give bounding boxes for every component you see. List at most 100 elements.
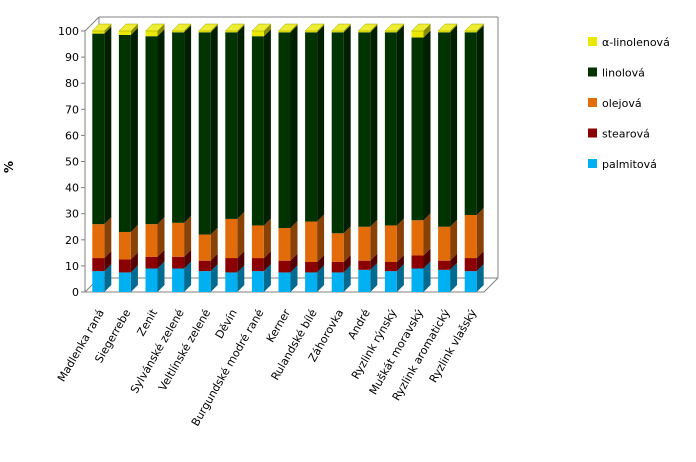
- bar-segment-side: [237, 211, 245, 259]
- bar-segment-side: [104, 26, 112, 225]
- y-axis-ticks: 0 10 20 30 40 50 60 70 80 90 100: [58, 25, 85, 299]
- legend-label: stearová: [602, 128, 650, 141]
- bar-segment: [358, 226, 371, 261]
- legend-label: α-linolenová: [602, 36, 670, 49]
- bar-segment: [145, 224, 158, 257]
- bar-segment-side: [237, 265, 245, 292]
- x-tick-label: André: [345, 307, 373, 342]
- floor-edge: [85, 277, 499, 293]
- bar-segment-side: [104, 24, 112, 34]
- bar-stack: [277, 23, 299, 292]
- bar-segment: [331, 261, 344, 273]
- bar-segment: [118, 34, 131, 232]
- bar-segment-side: [237, 25, 245, 219]
- bar-segment-side: [423, 248, 431, 269]
- bar-stack: [198, 23, 219, 292]
- bar-segment: [438, 226, 451, 261]
- bar-segment: [118, 231, 131, 260]
- bar-stack: [331, 23, 352, 292]
- bar-segment: [438, 32, 451, 227]
- bar-segment: [251, 225, 264, 259]
- bar-segment: [411, 31, 424, 38]
- bar-segment: [384, 31, 397, 33]
- bar-segment-side: [157, 217, 165, 257]
- bar-segment: [384, 225, 397, 262]
- bar-segment: [331, 32, 344, 234]
- bar-segment: [384, 261, 397, 272]
- bar-segment: [198, 234, 211, 261]
- bar-segment-side: [370, 262, 378, 292]
- y-tick-label: 40: [65, 182, 79, 195]
- bar-segment-side: [210, 264, 218, 292]
- bar-segment-side: [263, 29, 271, 226]
- bar-segment-side: [423, 24, 431, 38]
- bar-segment: [358, 31, 371, 33]
- bar-segment: [278, 272, 291, 292]
- bar-top-cap: [251, 23, 272, 32]
- bar-segment: [438, 269, 451, 292]
- bar-segment-side: [370, 219, 378, 261]
- bar-segment-side: [184, 261, 192, 292]
- bar-segment-side: [263, 251, 271, 272]
- bar-segment: [145, 36, 158, 225]
- bar-segment-side: [130, 265, 138, 292]
- bar-segment-side: [130, 27, 138, 232]
- x-tick-label: Děvín: [213, 307, 240, 341]
- bar-top-cap: [171, 23, 192, 32]
- bar-segment: [358, 269, 371, 292]
- bar-segment-side: [157, 29, 165, 225]
- bar-segment: [411, 37, 424, 221]
- y-tick-label: 20: [65, 234, 79, 247]
- bar-segment: [305, 31, 318, 33]
- bar-segment: [251, 271, 264, 292]
- bar-segment-side: [476, 264, 484, 292]
- bars-group: [91, 23, 485, 292]
- bar-segment: [358, 260, 371, 270]
- bar-segment-side: [396, 264, 404, 292]
- bar-segment-side: [157, 249, 165, 269]
- bar-segment-side: [184, 215, 192, 257]
- bar-segment: [278, 260, 291, 273]
- wall-left-top-edge: [84, 16, 100, 32]
- bar-segment-side: [210, 227, 218, 261]
- bar-segment: [464, 271, 477, 292]
- bar-stack: [171, 23, 192, 292]
- bar-segment: [411, 220, 424, 256]
- bar-segment: [145, 256, 158, 269]
- y-tick-label: 0: [72, 286, 79, 299]
- bar-segment-side: [290, 253, 298, 273]
- bar-segment-side: [370, 25, 378, 227]
- bar-segment-side: [290, 221, 298, 261]
- bar-segment-side: [423, 30, 431, 221]
- y-tick-label: 70: [65, 103, 79, 116]
- bar-segment: [278, 228, 291, 261]
- y-tick-label: 90: [65, 51, 79, 64]
- bar-segment-side: [476, 25, 484, 216]
- bar-segment-side: [210, 253, 218, 272]
- bar-segment: [198, 260, 211, 272]
- bar-segment-side: [423, 213, 431, 256]
- bar-segment-side: [210, 25, 218, 235]
- bar-segment: [384, 271, 397, 292]
- bar-segment-side: [396, 218, 404, 262]
- bar-segment-side: [450, 253, 458, 270]
- bar-segment: [225, 32, 238, 219]
- bar-segment-side: [263, 24, 271, 37]
- bar-segment: [411, 255, 424, 269]
- bar-segment-side: [476, 208, 484, 259]
- bar-segment: [358, 32, 371, 227]
- y-tick-label: 100: [58, 25, 79, 38]
- bar-top-cap: [384, 23, 405, 32]
- bar-segment: [145, 268, 158, 292]
- bar-segment-side: [104, 251, 112, 272]
- bar-segment-side: [263, 264, 271, 292]
- bar-segment: [251, 31, 264, 37]
- bar-segment-side: [237, 251, 245, 273]
- bar-segment: [118, 31, 131, 35]
- bar-segment-side: [450, 25, 458, 227]
- bar-segment-side: [317, 254, 325, 273]
- bar-segment: [251, 258, 264, 272]
- bar-segment: [331, 233, 344, 262]
- bar-segment-side: [396, 25, 404, 226]
- bar-top-cap: [198, 23, 219, 32]
